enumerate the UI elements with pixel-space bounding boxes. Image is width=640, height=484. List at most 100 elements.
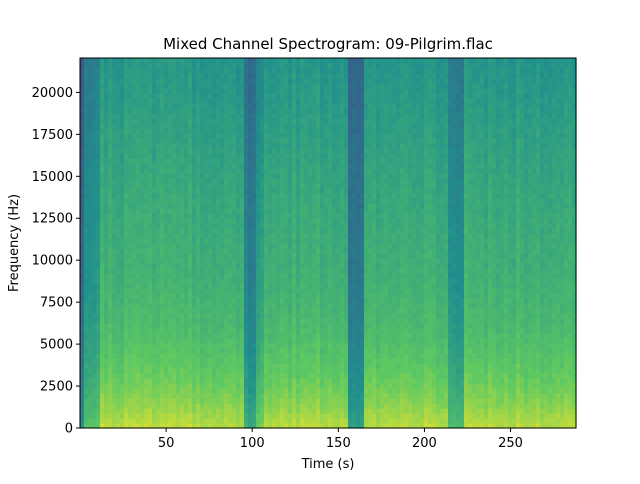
spectrogram-cell — [104, 313, 109, 319]
spectrogram-cell — [348, 358, 353, 364]
spectrogram-cell — [156, 278, 161, 284]
spectrogram-cell — [232, 403, 237, 409]
spectrogram-cell — [304, 78, 309, 84]
spectrogram-cell — [144, 268, 149, 274]
spectrogram-cell — [304, 113, 309, 119]
spectrogram-cell — [288, 308, 293, 314]
spectrogram-cell — [120, 358, 125, 364]
spectrogram-cell — [276, 118, 281, 124]
spectrogram-cell — [212, 243, 217, 249]
spectrogram-cell — [320, 288, 325, 294]
spectrogram-cell — [172, 243, 177, 249]
spectrogram-cell — [116, 233, 121, 239]
spectrogram-cell — [164, 358, 169, 364]
spectrogram-cell — [316, 298, 321, 304]
spectrogram-cell — [336, 148, 341, 154]
spectrogram-cell — [204, 408, 209, 414]
spectrogram-cell — [160, 328, 165, 334]
spectrogram-cell — [108, 298, 113, 304]
spectrogram-cell — [260, 378, 265, 384]
spectrogram-cell — [152, 378, 157, 384]
spectrogram-cell — [240, 143, 245, 149]
spectrogram-cell — [196, 88, 201, 94]
spectrogram-cell — [204, 418, 209, 424]
spectrogram-cell — [220, 308, 225, 314]
spectrogram-cell — [124, 188, 129, 194]
spectrogram-cell — [296, 398, 301, 404]
spectrogram-cell — [148, 83, 153, 89]
spectrogram-cell — [284, 268, 289, 274]
spectrogram-cell — [344, 358, 349, 364]
spectrogram-cell — [280, 283, 285, 289]
spectrogram-cell — [248, 393, 253, 399]
spectrogram-cell — [284, 93, 289, 99]
spectrogram-cell — [200, 378, 205, 384]
spectrogram-cell — [288, 58, 293, 64]
spectrogram-cell — [248, 418, 253, 424]
spectrogram-cell — [136, 418, 141, 424]
spectrogram-cell — [116, 88, 121, 94]
spectrogram-cell — [304, 198, 309, 204]
spectrogram-cell — [176, 403, 181, 409]
spectrogram-cell — [144, 123, 149, 129]
spectrogram-cell — [192, 313, 197, 319]
spectrogram-cell — [284, 318, 289, 324]
spectrogram-cell — [204, 378, 209, 384]
spectrogram-cell — [244, 308, 249, 314]
spectrogram-cell — [300, 218, 305, 224]
spectrogram-cell — [156, 128, 161, 134]
spectrogram-cell — [240, 393, 245, 399]
spectrogram-cell — [264, 88, 269, 94]
spectrogram-cell — [232, 183, 237, 189]
spectrogram-cell — [196, 183, 201, 189]
spectrogram-cell — [328, 328, 333, 334]
spectrogram-cell — [132, 318, 137, 324]
spectrogram-cell — [164, 143, 169, 149]
spectrogram-cell — [124, 268, 129, 274]
spectrogram-cell — [204, 383, 209, 389]
spectrogram-cell — [308, 318, 313, 324]
spectrogram-cell — [184, 263, 189, 269]
spectrogram-cell — [320, 378, 325, 384]
spectrogram-cell — [172, 403, 177, 409]
spectrogram-cell — [272, 333, 277, 339]
spectrogram-cell — [240, 293, 245, 299]
spectrogram-cell — [296, 173, 301, 179]
spectrogram-cell — [316, 63, 321, 69]
spectrogram-cell — [336, 343, 341, 349]
spectrogram-cell — [264, 98, 269, 104]
spectrogram-cell — [164, 378, 169, 384]
spectrogram-cell — [112, 228, 117, 234]
spectrogram-cell — [144, 108, 149, 114]
spectrogram-cell — [280, 323, 285, 329]
spectrogram-cell — [140, 318, 145, 324]
spectrogram-cell — [200, 418, 205, 424]
spectrogram-cell — [88, 338, 93, 344]
spectrogram-cell — [92, 343, 97, 349]
spectrogram-cell — [324, 83, 329, 89]
spectrogram-cell — [300, 173, 305, 179]
spectrogram-cell — [224, 303, 229, 309]
spectrogram-cell — [192, 58, 197, 64]
spectrogram-cell — [276, 403, 281, 409]
spectrogram-cell — [288, 143, 293, 149]
spectrogram-cell — [84, 333, 89, 339]
spectrogram-cell — [224, 398, 229, 404]
spectrogram-cell — [180, 133, 185, 139]
spectrogram-cell — [320, 203, 325, 209]
spectrogram-cell — [128, 398, 133, 404]
spectrogram-cell — [88, 343, 93, 349]
spectrogram-cell — [128, 183, 133, 189]
spectrogram-cell — [220, 93, 225, 99]
spectrogram-cell — [236, 343, 241, 349]
spectrogram-cell — [196, 293, 201, 299]
spectrogram-cell — [248, 278, 253, 284]
spectrogram-cell — [336, 228, 341, 234]
spectrogram-cell — [180, 208, 185, 214]
spectrogram-cell — [84, 253, 89, 259]
spectrogram-cell — [280, 108, 285, 114]
spectrogram-cell — [208, 298, 213, 304]
spectrogram-cell — [172, 418, 177, 424]
spectrogram-cell — [112, 343, 117, 349]
spectrogram-cell — [216, 58, 221, 64]
